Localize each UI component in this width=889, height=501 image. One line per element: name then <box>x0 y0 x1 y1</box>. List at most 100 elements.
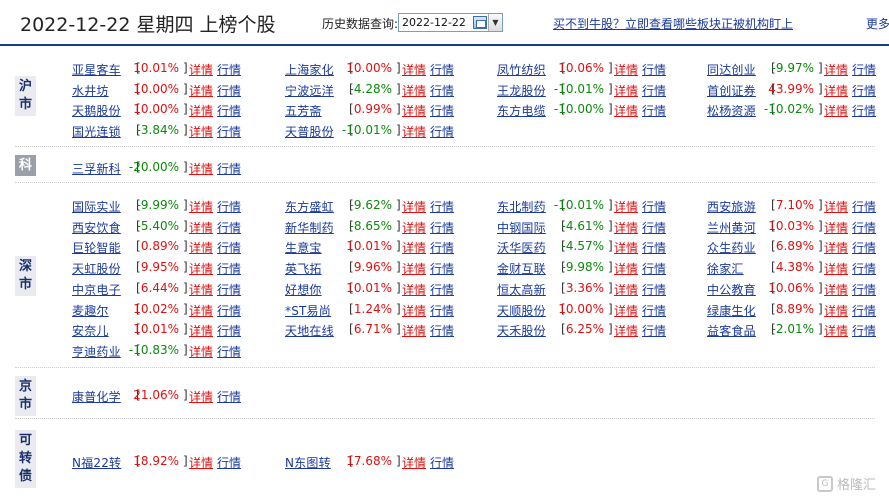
stock-name-link[interactable]: 亚星客车 <box>72 63 121 77</box>
detail-link[interactable]: 详情 <box>614 324 639 339</box>
detail-link[interactable]: 详情 <box>189 344 214 359</box>
detail-link[interactable]: 详情 <box>824 262 849 277</box>
stock-name-link[interactable]: 水井坊 <box>72 83 109 98</box>
detail-link[interactable]: 详情 <box>824 83 849 98</box>
stock-name-link[interactable]: 西安饮食 <box>72 220 121 235</box>
detail-link[interactable]: 详情 <box>189 241 214 256</box>
detail-link[interactable]: 详情 <box>824 241 849 256</box>
quote-link[interactable]: 行情 <box>430 63 455 77</box>
detail-link[interactable]: 详情 <box>189 162 214 176</box>
stock-name-link[interactable]: 天虹股份 <box>72 262 121 277</box>
quote-link[interactable]: 行情 <box>852 83 877 98</box>
stock-name-link[interactable]: 东方盛虹 <box>285 200 334 214</box>
stock-name-link[interactable]: 中公教育 <box>707 282 756 297</box>
detail-link[interactable]: 详情 <box>824 200 849 214</box>
stock-name-link[interactable]: 好想你 <box>285 282 322 297</box>
quote-link[interactable]: 行情 <box>217 63 242 77</box>
stock-name-link[interactable]: 同达创业 <box>707 63 756 77</box>
quote-link[interactable]: 行情 <box>852 262 877 277</box>
detail-link[interactable]: 详情 <box>402 303 427 318</box>
quote-link[interactable]: 行情 <box>430 220 455 235</box>
detail-link[interactable]: 详情 <box>614 200 639 214</box>
detail-link[interactable]: 详情 <box>189 125 214 140</box>
stock-name-link[interactable]: 王龙股份 <box>497 83 546 98</box>
quote-link[interactable]: 行情 <box>852 220 877 235</box>
stock-name-link[interactable]: 天禾股份 <box>497 324 546 339</box>
detail-link[interactable]: 详情 <box>189 200 214 214</box>
detail-link[interactable]: 详情 <box>189 83 214 98</box>
detail-link[interactable]: 详情 <box>189 104 214 119</box>
detail-link[interactable]: 详情 <box>189 456 214 470</box>
quote-link[interactable]: 行情 <box>642 200 667 214</box>
stock-name-link[interactable]: 英飞拓 <box>285 262 322 277</box>
quote-link[interactable]: 行情 <box>642 63 667 77</box>
chevron-down-icon[interactable]: ▼ <box>488 14 502 31</box>
quote-link[interactable]: 行情 <box>642 220 667 235</box>
more-link[interactable]: 更多 <box>866 17 889 31</box>
detail-link[interactable]: 详情 <box>824 220 849 235</box>
detail-link[interactable]: 详情 <box>614 282 639 297</box>
stock-name-link[interactable]: 首创证券 <box>707 83 756 98</box>
quote-link[interactable]: 行情 <box>852 282 877 297</box>
detail-link[interactable]: 详情 <box>614 303 639 318</box>
stock-name-link[interactable]: N东图转 <box>285 456 331 470</box>
detail-link[interactable]: 详情 <box>402 324 427 339</box>
quote-link[interactable]: 行情 <box>430 324 455 339</box>
stock-name-link[interactable]: 沃华医药 <box>497 241 546 256</box>
quote-link[interactable]: 行情 <box>217 262 242 277</box>
stock-name-link[interactable]: 凤竹纺织 <box>497 63 546 77</box>
detail-link[interactable]: 详情 <box>824 104 849 119</box>
stock-name-link[interactable]: 宁波远洋 <box>285 83 334 98</box>
stock-name-link[interactable]: 五芳斋 <box>285 104 322 119</box>
stock-name-link[interactable]: 亨迪药业 <box>72 344 121 359</box>
stock-name-link[interactable]: 众生药业 <box>707 241 756 256</box>
detail-link[interactable]: 详情 <box>189 282 214 297</box>
detail-link[interactable]: 详情 <box>402 104 427 119</box>
quote-link[interactable]: 行情 <box>642 324 667 339</box>
detail-link[interactable]: 详情 <box>614 83 639 98</box>
detail-link[interactable]: 详情 <box>614 241 639 256</box>
quote-link[interactable]: 行情 <box>430 456 455 470</box>
stock-name-link[interactable]: 徐家汇 <box>707 262 744 277</box>
quote-link[interactable]: 行情 <box>852 104 877 119</box>
quote-link[interactable]: 行情 <box>217 104 242 119</box>
detail-link[interactable]: 详情 <box>189 220 214 235</box>
quote-link[interactable]: 行情 <box>217 83 242 98</box>
stock-name-link[interactable]: 国际实业 <box>72 200 121 214</box>
quote-link[interactable]: 行情 <box>642 83 667 98</box>
stock-name-link[interactable]: *ST易尚 <box>285 303 331 318</box>
date-picker[interactable]: 2022-12-22 ▼ <box>398 13 503 32</box>
quote-link[interactable]: 行情 <box>430 262 455 277</box>
quote-link[interactable]: 行情 <box>642 241 667 256</box>
stock-name-link[interactable]: 麦趣尔 <box>72 303 109 318</box>
quote-link[interactable]: 行情 <box>217 344 242 359</box>
quote-link[interactable]: 行情 <box>642 282 667 297</box>
quote-link[interactable]: 行情 <box>852 200 877 214</box>
quote-link[interactable]: 行情 <box>217 162 242 176</box>
stock-name-link[interactable]: N福22转 <box>72 456 122 470</box>
detail-link[interactable]: 详情 <box>189 262 214 277</box>
stock-name-link[interactable]: 松杨资源 <box>707 104 756 119</box>
detail-link[interactable]: 详情 <box>402 456 427 470</box>
detail-link[interactable]: 详情 <box>614 220 639 235</box>
stock-name-link[interactable]: 天地在线 <box>285 324 334 339</box>
stock-name-link[interactable]: 安奈儿 <box>72 324 109 339</box>
detail-link[interactable]: 详情 <box>614 262 639 277</box>
calendar-icon[interactable] <box>473 16 487 29</box>
quote-link[interactable]: 行情 <box>852 241 877 256</box>
detail-link[interactable]: 详情 <box>824 324 849 339</box>
detail-link[interactable]: 详情 <box>614 63 639 77</box>
quote-link[interactable]: 行情 <box>852 324 877 339</box>
date-input[interactable]: 2022-12-22 <box>402 16 466 29</box>
quote-link[interactable]: 行情 <box>430 83 455 98</box>
detail-link[interactable]: 详情 <box>824 63 849 77</box>
stock-name-link[interactable]: 益客食品 <box>707 324 756 339</box>
stock-name-link[interactable]: 生意宝 <box>285 241 322 256</box>
detail-link[interactable]: 详情 <box>189 303 214 318</box>
detail-link[interactable]: 详情 <box>402 200 427 214</box>
stock-name-link[interactable]: 金财互联 <box>497 262 546 277</box>
detail-link[interactable]: 详情 <box>189 324 214 339</box>
stock-name-link[interactable]: 中京电子 <box>72 282 121 297</box>
detail-link[interactable]: 详情 <box>402 282 427 297</box>
quote-link[interactable]: 行情 <box>430 282 455 297</box>
